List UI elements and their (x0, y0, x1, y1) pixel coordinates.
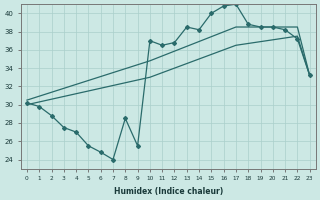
X-axis label: Humidex (Indice chaleur): Humidex (Indice chaleur) (114, 187, 223, 196)
